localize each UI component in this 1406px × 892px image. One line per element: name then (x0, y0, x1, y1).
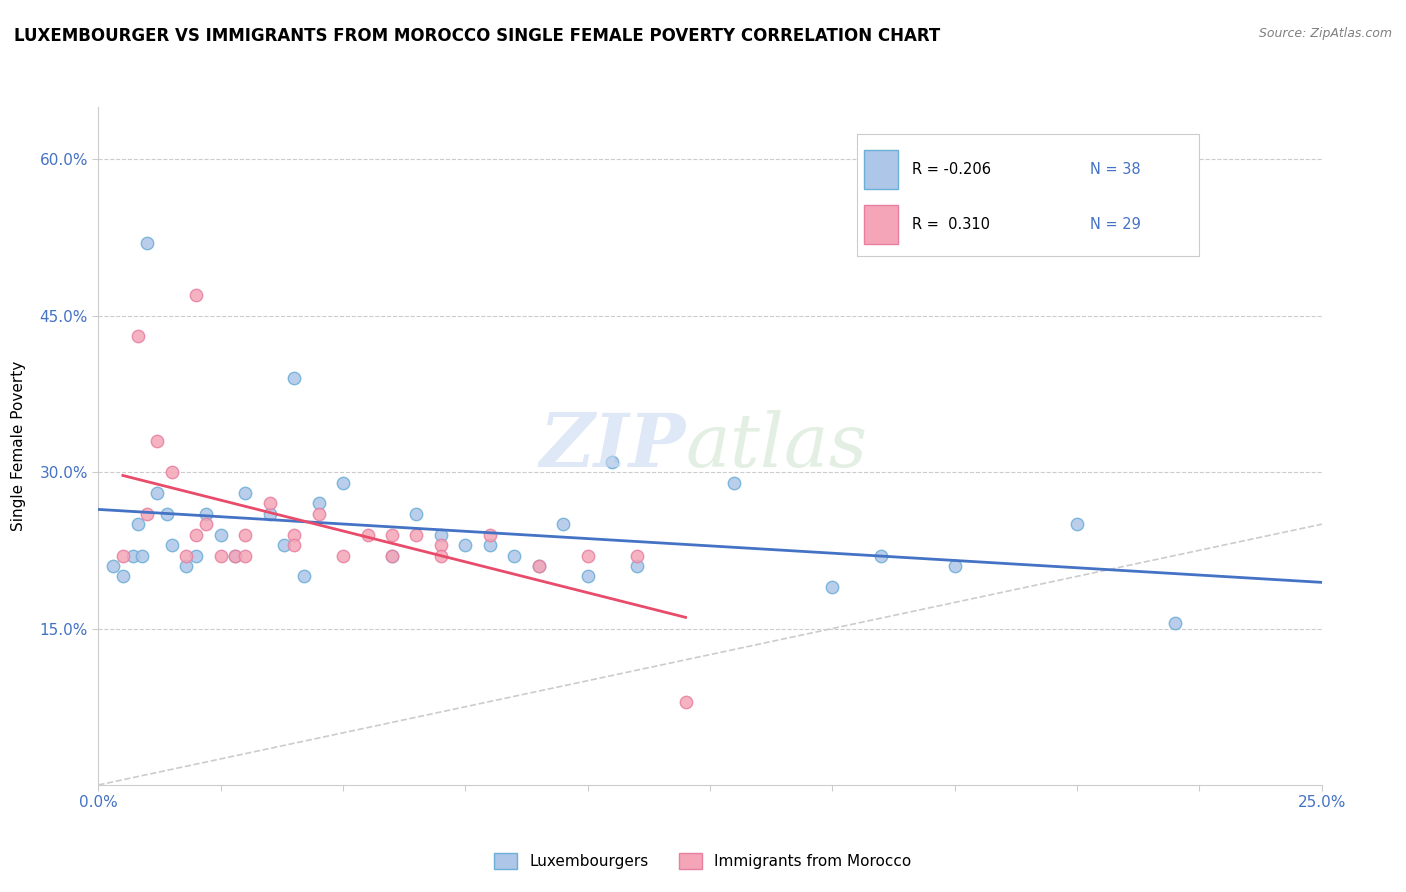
Point (381, 549, 404, 563)
Point (233, 549, 256, 563)
FancyBboxPatch shape (863, 150, 898, 189)
Point (430, 549, 453, 563)
Point (160, 538, 183, 552)
Point (111, 569, 134, 583)
Point (308, 507, 330, 521)
Point (127, 329, 149, 343)
Point (821, 580, 844, 594)
Point (224, 549, 246, 563)
Point (381, 549, 404, 563)
Point (186, 549, 208, 563)
Point (111, 549, 134, 563)
Text: LUXEMBOURGER VS IMMIGRANTS FROM MOROCCO SINGLE FEMALE POVERTY CORRELATION CHART: LUXEMBOURGER VS IMMIGRANTS FROM MOROCCO … (14, 27, 941, 45)
Point (870, 549, 893, 563)
Point (356, 527, 378, 541)
Point (308, 496, 330, 510)
Point (332, 549, 354, 563)
Text: R = -0.206: R = -0.206 (911, 162, 991, 177)
Point (478, 538, 501, 552)
Point (723, 475, 745, 490)
Point (209, 549, 232, 563)
Point (273, 538, 295, 552)
Point (553, 517, 575, 532)
Point (233, 527, 256, 541)
Point (626, 558, 648, 573)
Point (101, 558, 124, 573)
Point (943, 558, 966, 573)
Point (675, 694, 697, 708)
Point (576, 569, 599, 583)
Point (160, 465, 183, 479)
Text: Source: ZipAtlas.com: Source: ZipAtlas.com (1258, 27, 1392, 40)
FancyBboxPatch shape (863, 205, 898, 244)
Point (527, 558, 550, 573)
Point (121, 549, 143, 563)
Point (146, 486, 169, 500)
Point (176, 549, 198, 563)
Point (527, 558, 550, 573)
Point (600, 455, 623, 469)
Point (626, 549, 648, 563)
Point (259, 496, 281, 510)
Point (195, 507, 218, 521)
Point (209, 527, 232, 541)
Text: R =  0.310: R = 0.310 (911, 217, 990, 232)
Point (430, 527, 453, 541)
Point (233, 486, 256, 500)
Point (283, 538, 305, 552)
Y-axis label: Single Female Poverty: Single Female Poverty (11, 361, 25, 531)
Point (283, 371, 305, 385)
Point (146, 434, 169, 448)
Point (1164, 616, 1187, 631)
Point (454, 538, 477, 552)
Point (224, 549, 246, 563)
Text: atlas: atlas (686, 409, 868, 483)
Point (405, 527, 427, 541)
Point (195, 517, 218, 532)
Legend: Luxembourgers, Immigrants from Morocco: Luxembourgers, Immigrants from Morocco (488, 847, 918, 875)
Point (186, 287, 208, 301)
Point (381, 527, 404, 541)
Point (176, 558, 198, 573)
Text: N = 29: N = 29 (1090, 217, 1140, 232)
Point (576, 549, 599, 563)
Point (127, 517, 149, 532)
Point (503, 549, 526, 563)
Point (156, 507, 179, 521)
Point (136, 507, 159, 521)
Text: ZIP: ZIP (540, 409, 686, 483)
Point (405, 507, 427, 521)
Point (186, 527, 208, 541)
Point (430, 538, 453, 552)
Text: N = 38: N = 38 (1090, 162, 1140, 177)
Point (1066, 517, 1088, 532)
Point (259, 507, 281, 521)
Point (136, 235, 159, 250)
Point (332, 475, 354, 490)
Point (292, 569, 315, 583)
Point (478, 527, 501, 541)
Point (283, 527, 305, 541)
Point (131, 549, 153, 563)
